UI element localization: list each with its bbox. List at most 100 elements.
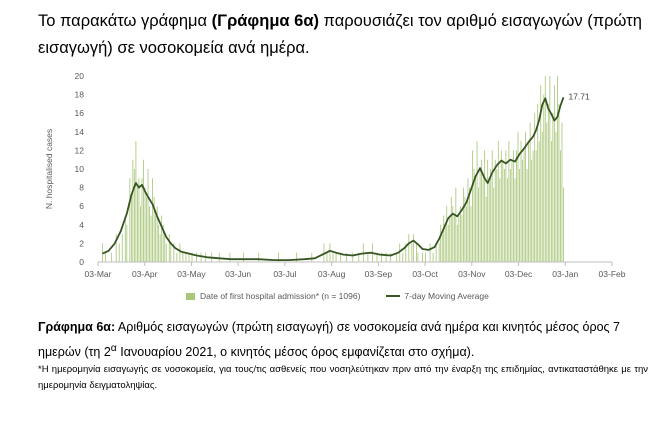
y-axis-label: N. hospitalised cases	[44, 129, 54, 209]
legend-bar-swatch	[186, 292, 195, 300]
legend-line-label: 7-day Moving Average	[404, 291, 489, 301]
admission-bar	[446, 206, 448, 262]
caption-superscript: α	[110, 343, 117, 354]
intro-suffix: παρουσιάζει τον αριθμό εισαγωγών (πρώτη …	[38, 12, 642, 57]
admission-bar	[462, 187, 464, 262]
admission-bar	[132, 159, 134, 262]
admission-bar	[432, 252, 434, 262]
admission-bar	[526, 169, 528, 262]
legend-line-swatch	[386, 295, 401, 297]
admission-bar	[150, 215, 152, 262]
x-tick-label: 03-Nov	[458, 269, 486, 279]
y-tick-label: 8	[79, 183, 84, 193]
admission-bar	[508, 141, 510, 262]
y-tick-label: 20	[75, 71, 85, 81]
admission-bar	[118, 243, 120, 262]
admission-bar	[506, 178, 508, 262]
admission-bar	[475, 178, 476, 262]
admission-bar	[191, 252, 193, 262]
admission-bar	[165, 243, 167, 262]
legend-bars-label: Date of first hospital admission* (n = 1…	[200, 291, 361, 301]
admission-bar	[105, 252, 106, 262]
admission-bar	[490, 169, 492, 262]
caption-text-2: Ιανουαρίου 2021, ο κινητός μέσος όρος εμ…	[116, 345, 475, 360]
admission-bar	[329, 243, 331, 262]
admission-bar	[111, 252, 113, 262]
admission-bar	[135, 141, 137, 262]
moving-average-line	[102, 96, 565, 262]
footnote: *Η ημερομηνία εισαγωγής σε νοσοκομεία, γ…	[38, 364, 648, 391]
admission-bar	[141, 178, 143, 262]
admission-bar	[476, 141, 478, 262]
admission-bar	[552, 113, 554, 262]
x-tick-label: 03-May	[177, 269, 206, 279]
admission-bar	[173, 243, 175, 262]
admission-bar	[497, 141, 499, 262]
admission-bar	[538, 141, 540, 262]
admission-bar	[558, 103, 560, 263]
legend-item-bars: Date of first hospital admission* (n = 1…	[186, 291, 360, 301]
admission-bar	[529, 122, 531, 262]
admission-bar	[453, 215, 455, 262]
admission-bar	[466, 206, 467, 262]
admission-bar	[152, 178, 154, 262]
admission-bar	[408, 234, 410, 262]
admission-bar	[547, 103, 549, 263]
y-tick-label: 10	[75, 164, 85, 174]
admission-bar	[162, 224, 164, 262]
admission-bar	[188, 252, 190, 262]
y-tick-label: 0	[79, 257, 84, 267]
admission-bar	[381, 252, 382, 262]
x-axis: 03-Mar 03-Apr 03-May 03-Jun 03-Jul 03-Aug 03-S…	[85, 261, 626, 279]
admission-bar	[159, 234, 161, 262]
admission-bar	[243, 252, 244, 262]
daily-admissions-bars	[102, 76, 564, 263]
admission-bar	[296, 252, 298, 262]
figure-caption: Γράφημα 6α: Αριθμός εισαγωγών (πρώτη εισ…	[38, 317, 648, 363]
admission-bar	[450, 196, 452, 262]
admission-bar	[146, 196, 147, 262]
admission-bar	[138, 178, 140, 262]
admission-bar	[438, 243, 440, 262]
admission-bar	[185, 252, 187, 262]
admission-bar	[311, 252, 313, 262]
admission-bar	[532, 150, 534, 262]
admission-bar	[115, 234, 117, 262]
admission-bar	[447, 224, 449, 262]
caption-bold: Γράφημα 6α:	[38, 320, 116, 334]
admission-bar	[525, 131, 526, 262]
admission-bar	[376, 252, 378, 262]
x-tick-label: 03-Sep	[365, 269, 393, 279]
admission-bar	[560, 150, 561, 262]
admission-bar	[121, 234, 123, 262]
admission-bar	[481, 159, 483, 262]
intro-bold: (Γράφημα 6α)	[211, 12, 319, 30]
admission-bar	[402, 252, 404, 262]
admission-bar	[459, 206, 461, 262]
x-tick-label: 03-Oct	[412, 269, 438, 279]
admission-bar	[133, 169, 135, 262]
x-tick-label: 03-Jun	[225, 269, 251, 279]
admission-bar	[502, 159, 504, 262]
admission-bar	[485, 196, 487, 262]
admission-bar	[455, 187, 457, 262]
admission-bar	[340, 252, 342, 262]
admission-bar	[130, 196, 132, 262]
admission-bar	[556, 76, 558, 262]
x-tick-label: 03-Jul	[273, 269, 296, 279]
admission-bar	[422, 252, 423, 262]
moving-average-last-value-label: 17.71	[568, 91, 590, 101]
admission-bar	[561, 122, 563, 262]
admission-bar	[405, 243, 407, 262]
admission-bar	[390, 252, 392, 262]
x-tick-label: 03-Dec	[505, 269, 533, 279]
admission-bar	[449, 215, 451, 262]
admission-bar	[537, 103, 539, 263]
admission-bar	[484, 150, 486, 262]
admission-bar	[429, 243, 431, 262]
y-tick-label: 16	[75, 108, 85, 118]
hospital-admissions-chart: 0 2 4 6 8 10 12 14 16 18 20 03-Mar 03-Apr 03-May 03-J…	[44, 71, 626, 279]
y-tick-label: 2	[79, 238, 84, 248]
admission-bar	[323, 243, 325, 262]
y-tick-label: 4	[79, 220, 84, 230]
